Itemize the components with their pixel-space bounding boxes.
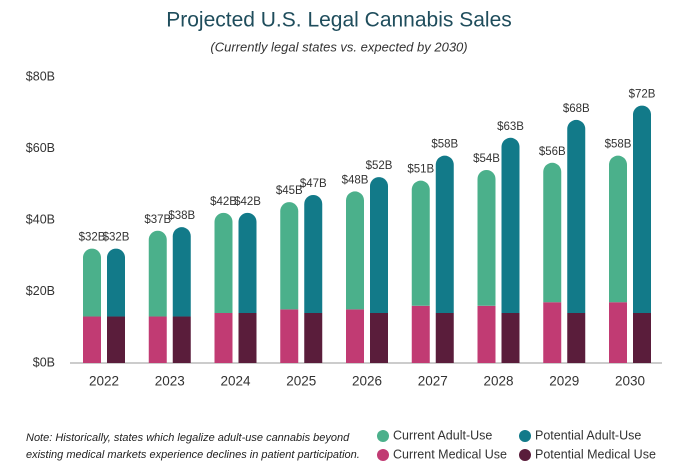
legend-label: Current Medical Use [393,447,507,461]
bar-segment [172,316,191,363]
bar-segment [633,312,651,363]
total-label: $52B [366,160,393,172]
total-label: $48B [342,174,369,186]
total-label: $72B [629,89,656,101]
total-label: $42B [210,196,237,208]
x-tick-label: 2026 [352,374,382,389]
bar-segment [501,312,520,363]
bar-segment [214,312,233,363]
bar-segment [543,162,562,303]
x-tick-label: 2029 [549,374,579,389]
total-label: $37B [144,214,171,226]
note: Note: Historically, states which legaliz… [26,432,350,444]
y-tick-label: $0B [33,355,55,369]
total-label: $68B [563,103,590,115]
bar-segment [238,212,257,313]
total-label: $32B [79,232,106,244]
x-tick-label: 2030 [615,374,645,389]
x-tick-label: 2025 [286,374,316,389]
x-tick-label: 2028 [483,374,513,389]
y-tick-label: $20B [26,284,55,298]
bar-segment [633,105,651,313]
legend-swatch [377,449,389,461]
legend-swatch [377,430,389,442]
total-label: $47B [300,178,327,190]
total-label: $63B [497,121,524,133]
total-label: $56B [539,146,566,158]
total-label: $45B [276,185,303,197]
bar-segment [214,212,233,313]
bar-segment [238,312,257,363]
y-tick-label: $60B [26,141,55,155]
bar-segment [148,230,167,317]
x-tick-label: 2024 [220,374,251,389]
total-label: $54B [473,153,500,165]
bar-segment [543,302,562,363]
legend-swatch [519,430,531,442]
bar-segment [370,177,388,313]
bar-segment [477,169,496,306]
bar-segment [435,155,454,313]
y-tick-label: $40B [26,212,55,226]
bar-segment [346,309,364,363]
legend-label: Potential Medical Use [535,447,656,461]
bar-segment [346,191,364,310]
bar-segment [477,305,496,363]
chart-subtitle: (Currently legal states vs. expected by … [210,39,467,54]
bar-segment [567,312,586,363]
bar-segment [609,155,627,303]
bar-segment [107,248,125,317]
bar-segment [83,248,101,317]
bar-segment [304,312,323,363]
bar-segment [280,309,299,363]
bar-segment [172,227,191,317]
bar-segment [435,312,454,363]
bar-segment [501,137,520,313]
x-tick-label: 2027 [418,374,448,389]
bar-segment [411,180,430,306]
bar-segment [609,302,627,363]
bar-segment [567,119,586,313]
note: existing medical markets experience decl… [26,449,360,461]
total-label: $38B [168,210,195,222]
x-tick-label: 2023 [155,374,185,389]
y-tick-label: $80B [26,69,55,83]
total-label: $58B [431,139,458,151]
bar-segment [411,305,430,363]
chart-title: Projected U.S. Legal Cannabis Sales [166,9,512,32]
bar-segment [83,316,101,363]
legend-swatch [519,449,531,461]
total-label: $51B [407,164,434,176]
bar-segment [304,194,323,313]
bar-segment [107,316,125,363]
x-tick-label: 2022 [89,374,119,389]
total-label: $42B [234,196,261,208]
bar-segment [148,316,167,363]
bar-segment [280,202,299,310]
legend-label: Potential Adult-Use [535,428,641,442]
bar-segment [370,312,388,363]
legend-label: Current Adult-Use [393,428,492,442]
total-label: $32B [103,232,130,244]
total-label: $58B [605,139,632,151]
